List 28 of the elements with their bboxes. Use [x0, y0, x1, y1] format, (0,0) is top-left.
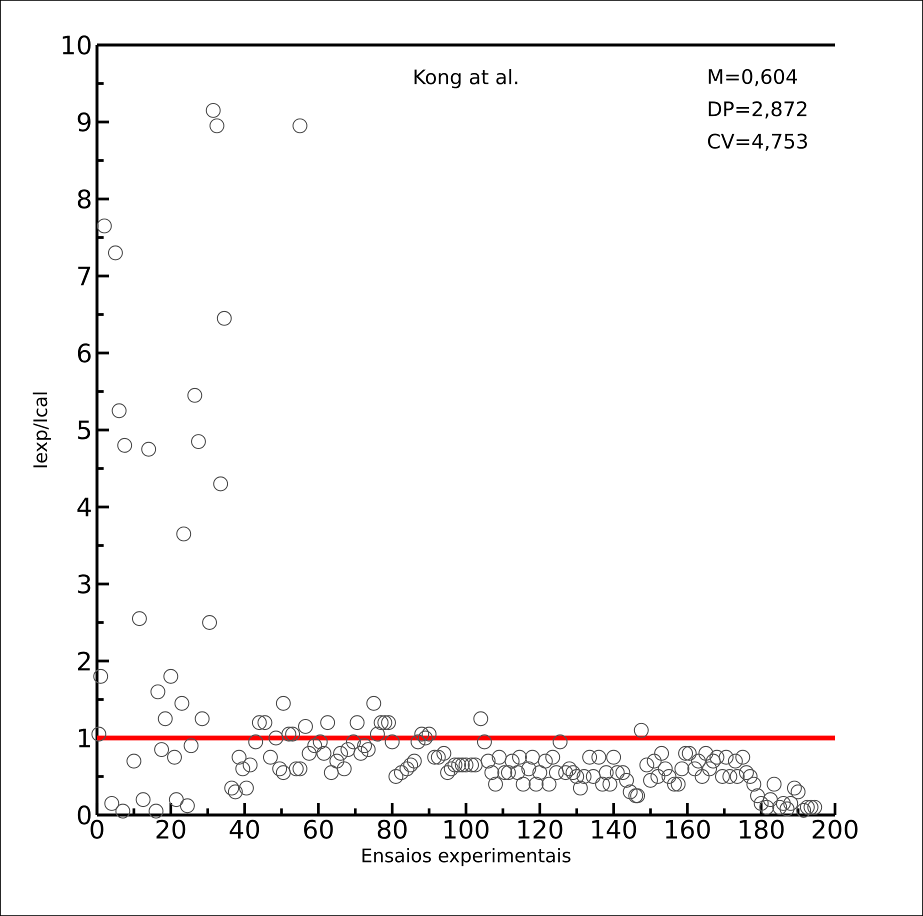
y-tick-label: 2 — [78, 652, 90, 670]
x-axis-title: Ensaios experimentais — [362, 848, 570, 866]
x-tick-label: 60 — [304, 820, 333, 839]
y-tick-label: 0 — [78, 805, 91, 825]
x-tick-label: 120 — [518, 820, 562, 839]
x-tick-label: 140 — [592, 820, 636, 839]
y-tick-label: 8 — [78, 189, 91, 209]
y-axis-title: Iexp/Ical — [32, 392, 51, 468]
x-tick-label: 40 — [230, 820, 260, 839]
annotation: M=0,604 — [708, 68, 798, 86]
y-tick-label: 3 — [78, 574, 90, 594]
y-tick-label: 7 — [78, 266, 90, 286]
x-tick-label: 100 — [444, 820, 488, 839]
x-tick-label: 200 — [812, 820, 858, 839]
x-tick-label: 0 — [90, 820, 104, 839]
y-tick-label: 5 — [78, 420, 90, 440]
y-tick-label: 4 — [77, 498, 91, 516]
y-tick-label: 6 — [78, 343, 91, 363]
x-tick-label: 80 — [378, 820, 407, 839]
x-tick-label: 160 — [666, 820, 710, 839]
annotation: DP=2,872 — [708, 101, 806, 118]
x-tick-label: 180 — [740, 820, 784, 839]
annotation: Kong at al. — [414, 68, 518, 88]
y-tick-label: 9 — [78, 112, 90, 132]
y-tick-label: 10 — [62, 35, 91, 55]
y-tick-label: 1 — [78, 728, 90, 748]
x-tick-label: 20 — [156, 820, 186, 839]
annotation: CV=4,753 — [708, 134, 807, 151]
